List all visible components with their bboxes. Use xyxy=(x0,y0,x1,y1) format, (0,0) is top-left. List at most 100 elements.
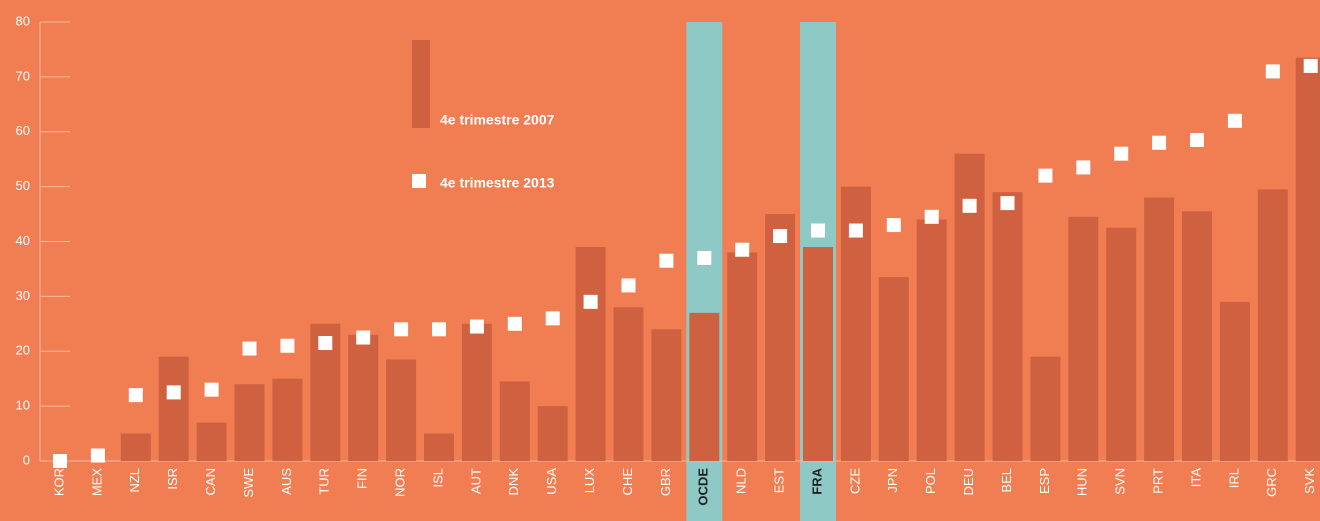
bar xyxy=(1106,227,1137,461)
x-tick-label: MEX xyxy=(89,468,104,497)
marker xyxy=(735,242,750,257)
marker xyxy=(1265,64,1280,79)
marker xyxy=(1000,196,1015,211)
bar xyxy=(1182,211,1212,461)
marker xyxy=(128,388,143,403)
x-tick-label: NZL xyxy=(127,468,142,493)
marker xyxy=(318,336,333,351)
x-tick-label: GRC xyxy=(1264,468,1279,497)
x-tick-label: KOR xyxy=(51,468,66,496)
bar xyxy=(765,214,796,461)
bar xyxy=(424,433,454,461)
marker xyxy=(280,338,295,353)
marker xyxy=(1114,146,1129,161)
bar xyxy=(499,381,530,461)
bar xyxy=(196,422,227,461)
bar xyxy=(386,359,417,461)
y-tick-label: 40 xyxy=(16,233,30,248)
marker xyxy=(773,229,788,244)
marker xyxy=(1190,132,1204,147)
bar xyxy=(234,384,265,461)
bar xyxy=(348,334,379,461)
y-tick-label: 0 xyxy=(23,452,30,467)
x-tick-label: LUX xyxy=(582,468,597,494)
bar xyxy=(158,356,189,461)
x-tick-label: ITA xyxy=(1188,468,1203,488)
x-tick-label: DEU xyxy=(961,468,976,495)
x-tick-label: TUR xyxy=(317,468,332,495)
marker xyxy=(394,322,409,337)
bar xyxy=(1257,189,1288,461)
bar xyxy=(1144,197,1175,461)
marker xyxy=(242,341,257,356)
legend-swatch xyxy=(412,40,430,128)
x-tick-label: JPN xyxy=(885,468,900,493)
legend-label: 4e trimestre 2007 xyxy=(440,112,555,128)
bar xyxy=(803,246,833,461)
bar xyxy=(1030,356,1061,461)
y-tick-label: 10 xyxy=(16,398,30,413)
x-tick-label: ISR xyxy=(165,468,180,490)
marker xyxy=(811,223,825,238)
y-tick-label: 20 xyxy=(16,343,30,358)
bar xyxy=(727,252,758,461)
marker xyxy=(621,278,636,293)
bar xyxy=(992,192,1023,462)
x-tick-label: ESP xyxy=(1037,468,1052,494)
marker xyxy=(1038,168,1053,183)
x-tick-label: SWE xyxy=(241,468,256,498)
x-tick-label: FRA xyxy=(809,467,824,494)
marker xyxy=(90,448,105,463)
marker xyxy=(545,311,560,326)
x-tick-label: CHE xyxy=(620,468,635,496)
x-tick-label: CZE xyxy=(847,468,862,494)
bar xyxy=(916,219,947,461)
y-tick-label: 30 xyxy=(16,288,30,303)
x-tick-label: SVN xyxy=(1113,468,1128,495)
x-tick-label: GBR xyxy=(658,468,673,496)
x-tick-label: IRL xyxy=(1226,468,1241,488)
bar xyxy=(878,277,909,461)
legend-label: 4e trimestre 2013 xyxy=(440,175,555,191)
x-tick-label: PRT xyxy=(1151,468,1166,494)
x-tick-label: USA xyxy=(544,468,559,495)
bar xyxy=(689,312,720,461)
legend-swatch xyxy=(412,174,426,188)
x-tick-label: AUT xyxy=(468,468,483,494)
marker xyxy=(659,253,674,268)
marker xyxy=(1303,58,1318,73)
bar xyxy=(1068,216,1099,461)
x-tick-label: FIN xyxy=(355,468,370,489)
x-tick-label: SVK xyxy=(1302,468,1317,494)
bar xyxy=(120,433,151,461)
x-tick-label: ISL xyxy=(430,468,445,488)
y-tick-label: 70 xyxy=(16,68,30,83)
x-tick-label: HUN xyxy=(1075,468,1090,496)
bar xyxy=(575,246,606,461)
bar xyxy=(537,406,568,461)
x-tick-label: BEL xyxy=(999,468,1014,493)
marker xyxy=(507,316,522,331)
y-tick-label: 80 xyxy=(16,13,30,28)
x-tick-label: NLD xyxy=(734,468,749,494)
marker xyxy=(1152,135,1167,150)
y-tick-label: 60 xyxy=(16,123,30,138)
marker xyxy=(962,198,977,213)
x-tick-label: CAN xyxy=(203,468,218,495)
marker xyxy=(356,330,371,345)
bar xyxy=(1295,57,1320,461)
bar xyxy=(613,307,644,461)
x-tick-label: EST xyxy=(772,468,787,493)
x-tick-label: DNK xyxy=(506,468,521,496)
marker xyxy=(924,209,939,224)
marker xyxy=(583,294,598,309)
marker xyxy=(886,218,901,233)
x-tick-label: AUS xyxy=(279,468,294,495)
bar xyxy=(272,378,303,461)
x-tick-label: POL xyxy=(923,468,938,494)
bar xyxy=(651,329,682,461)
bar xyxy=(1219,301,1250,461)
y-tick-label: 50 xyxy=(16,178,30,193)
x-tick-label: OCDE xyxy=(696,468,711,506)
